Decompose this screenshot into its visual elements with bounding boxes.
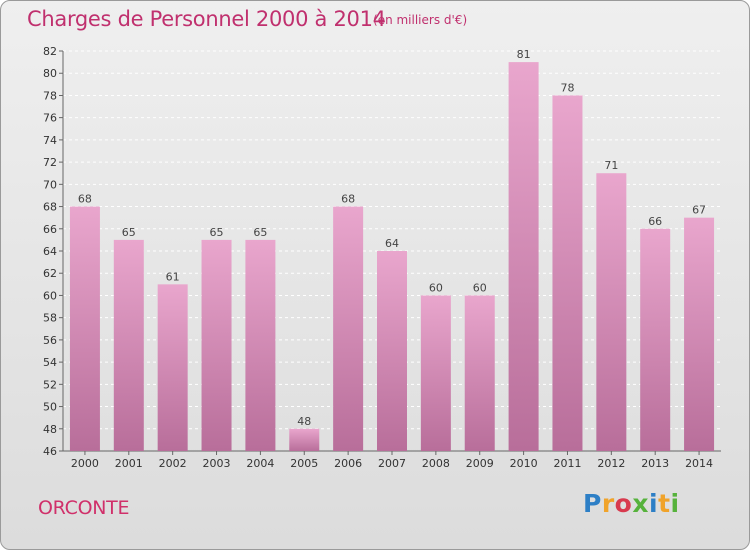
value-label: 68 xyxy=(78,193,92,206)
x-tick-label: 2014 xyxy=(685,457,713,470)
x-tick-label: 2011 xyxy=(553,457,581,470)
bar xyxy=(333,206,364,451)
y-tick-label: 52 xyxy=(43,378,57,391)
axes: 46 48 50 52 54 56 58 60 62 64 66 68 70 72 74 76 78 80 82 20… xyxy=(43,45,721,470)
x-tick-label: 2005 xyxy=(290,457,318,470)
y-tick-label: 80 xyxy=(43,67,57,80)
x-tick-label: 2000 xyxy=(71,457,99,470)
bar xyxy=(245,239,276,451)
value-label: 65 xyxy=(122,226,136,239)
y-tick-label: 60 xyxy=(43,289,57,302)
y-tick-label: 82 xyxy=(43,45,57,58)
y-tick-label: 56 xyxy=(43,334,57,347)
y-tick-label: 48 xyxy=(43,423,57,436)
value-label: 48 xyxy=(297,415,311,428)
value-label: 65 xyxy=(253,226,267,239)
x-tick-label: 2003 xyxy=(203,457,231,470)
bar xyxy=(596,173,627,451)
commune-name: ORCONTE xyxy=(38,497,130,519)
value-label: 68 xyxy=(341,193,355,206)
chart-title: Charges de Personnel 2000 à 2014 xyxy=(27,7,386,31)
value-label: 78 xyxy=(560,81,574,94)
unit-note: (en milliers d'€) xyxy=(373,13,468,27)
x-tick-label: 2007 xyxy=(378,457,406,470)
value-label: 66 xyxy=(648,215,662,228)
y-tick-label: 76 xyxy=(43,112,57,125)
logo-letter: i xyxy=(649,489,659,518)
value-label: 64 xyxy=(385,237,399,250)
bar xyxy=(640,228,671,451)
bar xyxy=(69,206,100,451)
y-tick-label: 68 xyxy=(43,201,57,214)
y-tick-label: 54 xyxy=(43,356,57,369)
x-tick-label: 2013 xyxy=(641,457,669,470)
value-label: 65 xyxy=(210,226,224,239)
x-tick-label: 2002 xyxy=(159,457,187,470)
bar xyxy=(377,251,407,451)
x-tick-label: 2006 xyxy=(334,457,362,470)
y-tick-label: 74 xyxy=(43,134,57,147)
bar xyxy=(289,428,320,451)
bars xyxy=(69,62,715,451)
bar xyxy=(552,95,583,451)
value-label: 71 xyxy=(604,159,618,172)
logo-letter: r xyxy=(601,489,615,518)
bar xyxy=(464,295,495,451)
y-tick-label: 72 xyxy=(43,156,57,169)
value-label: 60 xyxy=(429,281,443,294)
x-tick-label: 2010 xyxy=(510,457,538,470)
logo-letter: x xyxy=(632,489,649,518)
y-tick-label: 78 xyxy=(43,89,57,102)
x-tick-label: 2008 xyxy=(422,457,450,470)
value-label: 81 xyxy=(517,48,531,61)
y-tick-label: 66 xyxy=(43,223,57,236)
value-label: 60 xyxy=(473,281,487,294)
value-label: 67 xyxy=(692,204,706,217)
y-tick-label: 46 xyxy=(43,445,57,458)
y-tick-label: 70 xyxy=(43,178,57,191)
bar xyxy=(420,295,451,451)
x-tick-label: 2012 xyxy=(597,457,625,470)
labels: 68 65 61 65 65 48 68 64 60 60 81 78 71 66 67 xyxy=(78,48,706,428)
value-label: 61 xyxy=(166,270,180,283)
y-tick-label: 64 xyxy=(43,245,57,258)
x-tick-label: 2004 xyxy=(246,457,274,470)
bar xyxy=(684,217,715,451)
bar xyxy=(157,284,188,451)
bar xyxy=(508,62,539,451)
y-tick-label: 58 xyxy=(43,312,57,325)
logo-letter: P xyxy=(583,489,602,518)
bar xyxy=(113,239,144,451)
logo-letter: i xyxy=(670,489,680,518)
logo-letter: o xyxy=(614,489,633,518)
x-tick-label: 2001 xyxy=(115,457,143,470)
bar xyxy=(201,239,232,451)
y-tick-label: 50 xyxy=(43,401,57,414)
y-tick-label: 62 xyxy=(43,267,57,280)
x-tick-label: 2009 xyxy=(466,457,494,470)
proxiti-logo[interactable]: Proxiti xyxy=(583,489,680,518)
logo-letter: t xyxy=(658,489,671,518)
